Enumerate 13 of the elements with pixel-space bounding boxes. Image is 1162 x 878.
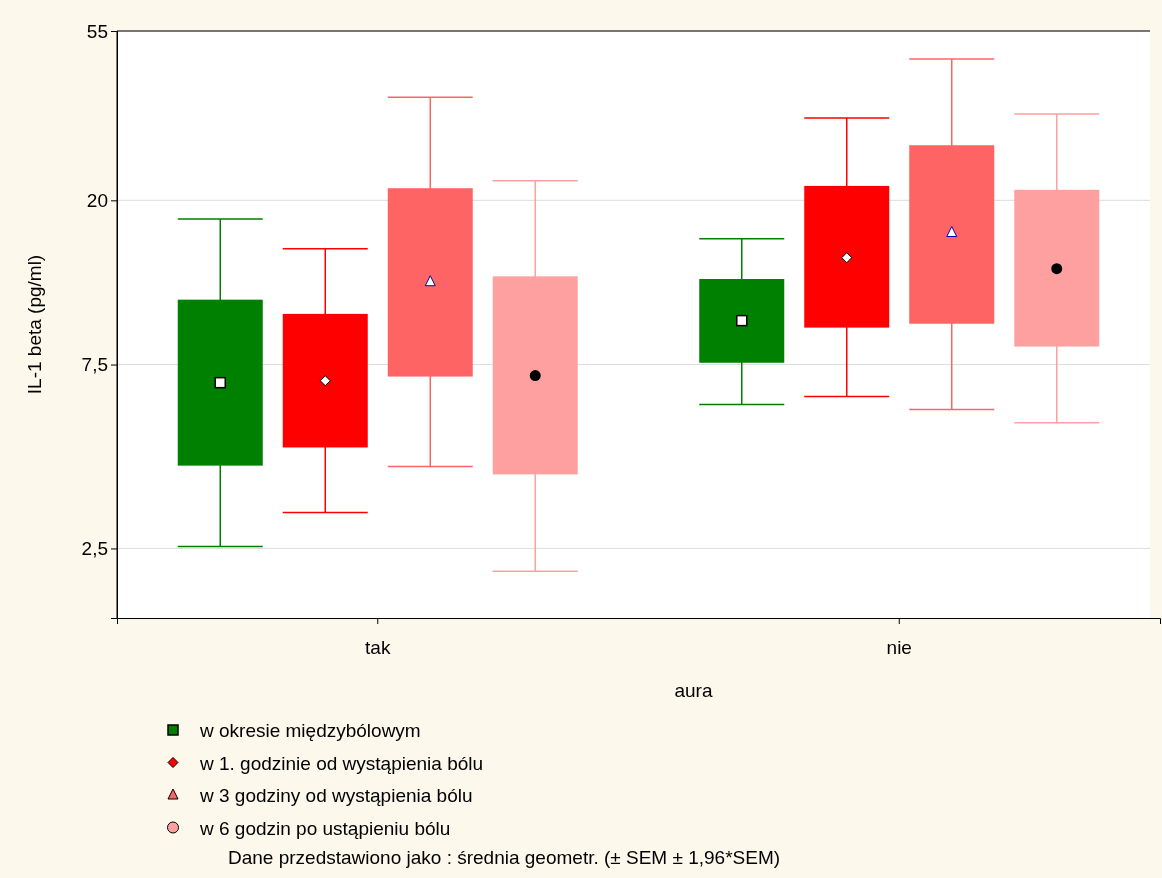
y-tick-label: 2,5 (81, 538, 108, 560)
text: Dane przedstawiono jako : średnia geometr. (± SEM ± 1,96*SEM) (228, 847, 781, 868)
legend-label: w okresie międzybólowym (199, 720, 421, 741)
legend-label: w 1. godzinie od wystąpienia bólu (199, 752, 484, 774)
legend-label: w 6 godzin po ustąpieniu bólu (199, 817, 451, 839)
x-axis-title: aura (674, 680, 713, 701)
x-tick-label: tak (365, 636, 391, 658)
y-tick-label: 55 (86, 20, 108, 42)
y-tick-label: 20 (86, 189, 108, 211)
y-axis-title: IL-1 beta (pg/ml) (24, 254, 45, 395)
y-tick-label: 7,5 (81, 354, 108, 376)
legend-label: w 3 godziny od wystąpienia bólu (199, 785, 473, 806)
x-tick-label: nie (886, 636, 912, 658)
